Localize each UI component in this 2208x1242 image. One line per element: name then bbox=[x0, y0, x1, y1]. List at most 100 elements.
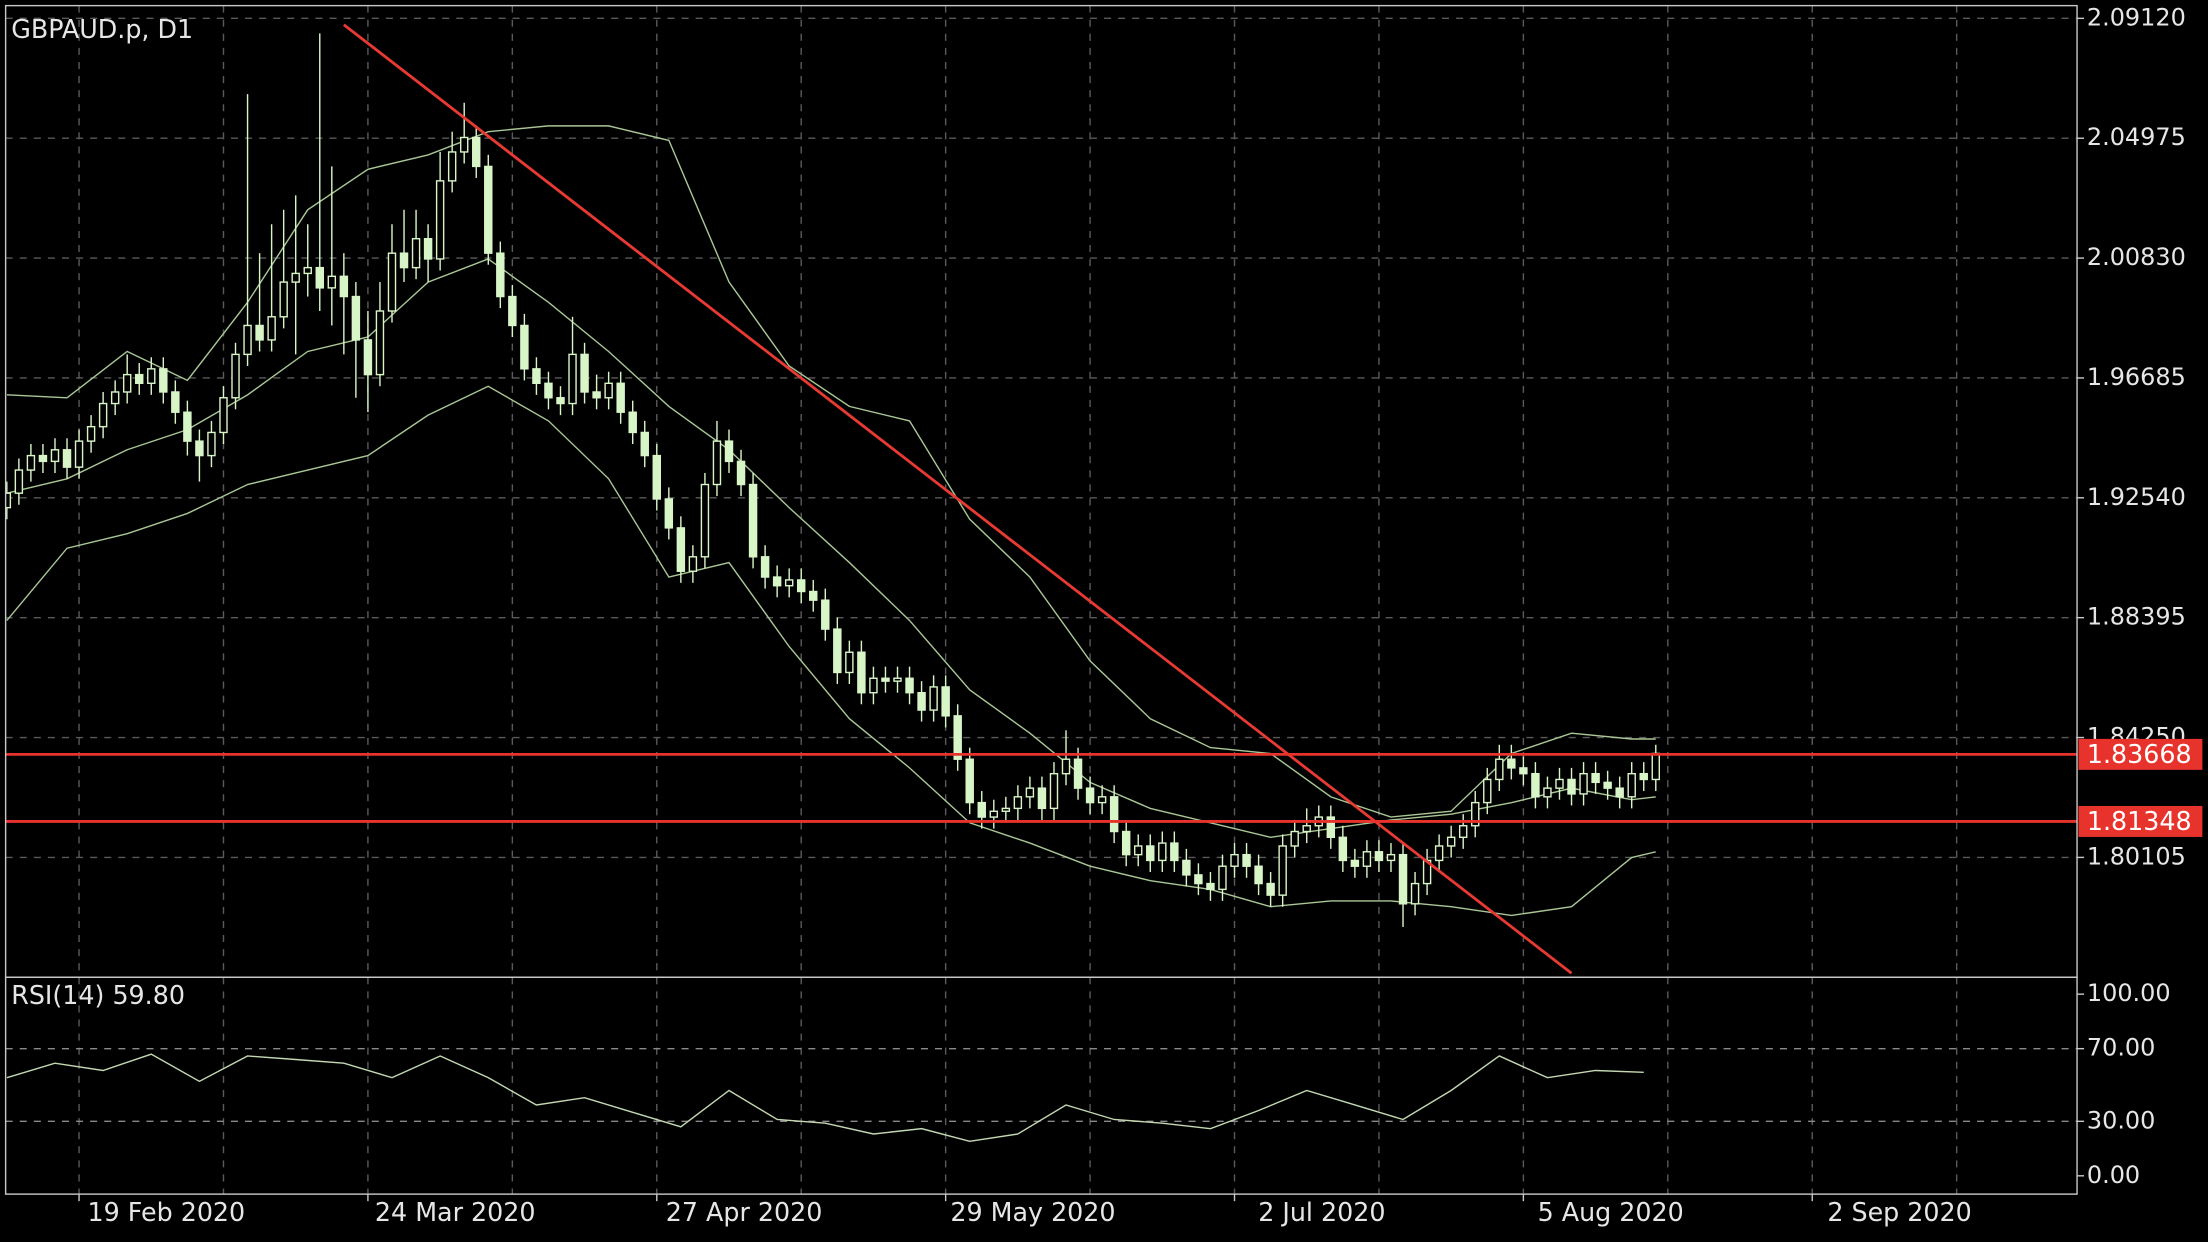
rsi-title: RSI(14) 59.80 bbox=[11, 980, 185, 1010]
candle-body bbox=[435, 180, 445, 260]
candle-body bbox=[941, 686, 950, 717]
candle-body bbox=[977, 801, 986, 818]
candle-body bbox=[1567, 778, 1576, 795]
candle-body bbox=[676, 527, 686, 572]
candle-body bbox=[1206, 882, 1215, 891]
candle-body bbox=[544, 382, 553, 399]
candle-body bbox=[1290, 830, 1299, 847]
candle-body bbox=[532, 368, 541, 385]
candle-body bbox=[520, 324, 529, 370]
candle-body bbox=[556, 397, 565, 405]
level-label: 1.81348 bbox=[2087, 806, 2192, 836]
candle-body bbox=[688, 556, 698, 572]
y-tick-label: 1.80105 bbox=[2087, 842, 2186, 870]
candle-body bbox=[712, 440, 722, 486]
candle-body bbox=[869, 677, 878, 694]
candle-body bbox=[255, 324, 264, 341]
candle-body bbox=[784, 579, 794, 587]
candle-body bbox=[1109, 796, 1119, 833]
candle-body bbox=[796, 579, 806, 593]
candle-body bbox=[399, 252, 409, 269]
candle-body bbox=[1013, 796, 1023, 810]
candle-body bbox=[965, 758, 974, 804]
candle-body bbox=[159, 368, 168, 393]
y-tick-label: 70.00 bbox=[2087, 1034, 2155, 1062]
candle-body bbox=[1627, 772, 1636, 798]
candle-body bbox=[616, 382, 625, 413]
candle-body bbox=[303, 266, 312, 275]
candle-body bbox=[267, 316, 276, 341]
candle-body bbox=[893, 677, 902, 682]
candle-body bbox=[74, 440, 84, 468]
x-tick-label: 2 Jul 2020 bbox=[1258, 1197, 1385, 1227]
x-tick-label: 27 Apr 2020 bbox=[666, 1197, 823, 1227]
candle-body bbox=[1495, 758, 1504, 781]
candle-body bbox=[748, 483, 758, 558]
candle-body bbox=[86, 425, 96, 442]
y-tick-label: 0.00 bbox=[2087, 1161, 2140, 1189]
candle-body bbox=[1651, 752, 1661, 781]
candle-body bbox=[1025, 787, 1035, 798]
candle-body bbox=[1458, 825, 1468, 839]
candle-body bbox=[1386, 853, 1396, 862]
candle-body bbox=[387, 252, 397, 312]
candle-body bbox=[1073, 758, 1083, 789]
x-tick-label: 19 Feb 2020 bbox=[88, 1197, 246, 1227]
candle-body bbox=[772, 576, 782, 587]
candle-body bbox=[1350, 859, 1360, 867]
y-tick-label: 1.96685 bbox=[2087, 363, 2186, 391]
candle-body bbox=[1230, 853, 1239, 867]
level-label-box bbox=[2078, 738, 2203, 770]
candle-body bbox=[1434, 845, 1444, 862]
candle-body bbox=[1121, 830, 1131, 856]
y-tick-label: 100.00 bbox=[2087, 979, 2171, 1007]
candle-body bbox=[809, 590, 818, 601]
candle-body bbox=[1543, 787, 1552, 798]
candle-body bbox=[1603, 781, 1612, 789]
candle-body bbox=[1519, 767, 1528, 775]
candle-body bbox=[1446, 836, 1456, 847]
candle-body bbox=[1254, 865, 1263, 885]
candle-body bbox=[279, 281, 288, 318]
candle-body bbox=[219, 397, 228, 434]
candle-body bbox=[1194, 874, 1203, 885]
candle-body bbox=[760, 556, 770, 578]
candle-body bbox=[640, 431, 649, 457]
candle-body bbox=[5, 492, 12, 509]
y-tick-label: 2.09120 bbox=[2087, 3, 2186, 31]
candle-body bbox=[604, 382, 613, 399]
rsi-panel bbox=[5, 1047, 2078, 1143]
candle-body bbox=[135, 373, 144, 385]
candle-body bbox=[1158, 842, 1167, 862]
candle-body bbox=[1218, 865, 1227, 891]
candle-body bbox=[1362, 851, 1372, 867]
y-tick-label: 1.92540 bbox=[2087, 483, 2186, 511]
candle-body bbox=[833, 628, 842, 674]
candle-body bbox=[231, 353, 240, 399]
candle-body bbox=[327, 275, 337, 289]
candle-body bbox=[122, 373, 132, 393]
candle-body bbox=[905, 677, 914, 694]
x-tick-label: 29 May 2020 bbox=[950, 1197, 1115, 1227]
candle-body bbox=[26, 454, 36, 471]
candle-body bbox=[592, 391, 601, 399]
candle-body bbox=[1097, 796, 1107, 804]
candle-body bbox=[171, 391, 180, 413]
candle-body bbox=[243, 324, 252, 356]
candle-body bbox=[472, 136, 481, 168]
candle-body bbox=[568, 353, 577, 405]
rsi-line bbox=[6, 1053, 1644, 1143]
candle-body bbox=[1615, 787, 1624, 798]
candle-body bbox=[1326, 816, 1336, 839]
candle-body bbox=[1242, 853, 1251, 867]
candle-body bbox=[628, 411, 637, 434]
trend-line bbox=[342, 23, 1573, 975]
candle-body bbox=[1591, 772, 1600, 784]
candle-body bbox=[1049, 772, 1059, 810]
candle-body bbox=[1170, 842, 1179, 862]
candle-body bbox=[484, 165, 493, 254]
candle-body bbox=[664, 498, 674, 529]
candle-body bbox=[1398, 853, 1408, 905]
candle-body bbox=[496, 252, 505, 298]
candle-body bbox=[50, 449, 60, 463]
